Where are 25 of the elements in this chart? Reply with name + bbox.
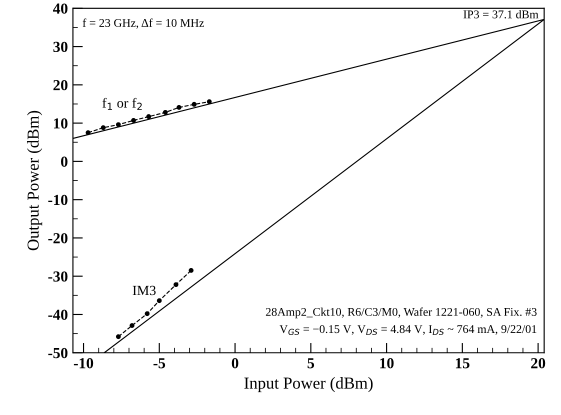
series-label: IM3 xyxy=(132,286,156,296)
y-tick-label: -40 xyxy=(48,310,68,320)
annotation: IP3 = 37.1 dBm xyxy=(464,10,538,18)
y-tick-label: 20 xyxy=(53,80,68,90)
y-tick-label: 30 xyxy=(53,42,68,52)
annotation: f = 23 GHz, Δf = 10 MHz xyxy=(82,18,204,29)
y-tick-label: -20 xyxy=(48,233,68,244)
y-tick-label: -30 xyxy=(48,271,68,282)
y-tick-label: -10 xyxy=(48,194,68,206)
x-tick-label: 10 xyxy=(380,358,394,368)
x-tick-label: 5 xyxy=(308,358,314,368)
x-tick-label: 20 xyxy=(531,358,546,368)
annotation: 28Amp2_Ckt10, R6/C3/M0, Wafer 1221-060, SA Fix. #3 xyxy=(266,307,537,318)
y-axis-title: Output Power (dBm) xyxy=(27,110,42,250)
x-tick-label: -5 xyxy=(153,358,166,368)
x-axis-title: Input Power (dBm) xyxy=(244,377,373,392)
x-tick-label: 0 xyxy=(232,358,238,368)
series-label: f$_{1}$ or f$_{2}$ xyxy=(102,98,142,110)
annotation: V$_{GS}$ = −0.15 V, V$_{DS}$ = 4.84 V, I$_{DS}$ ~ 764 mA, 9/22/01 xyxy=(280,325,536,336)
x-tick-label: 15 xyxy=(456,358,470,368)
y-tick-label: 0 xyxy=(61,156,68,167)
y-tick-label: 40 xyxy=(53,3,68,14)
y-tick-label: -50 xyxy=(48,348,68,358)
y-tick-label: 10 xyxy=(54,118,68,129)
x-tick-label: -10 xyxy=(74,358,94,368)
